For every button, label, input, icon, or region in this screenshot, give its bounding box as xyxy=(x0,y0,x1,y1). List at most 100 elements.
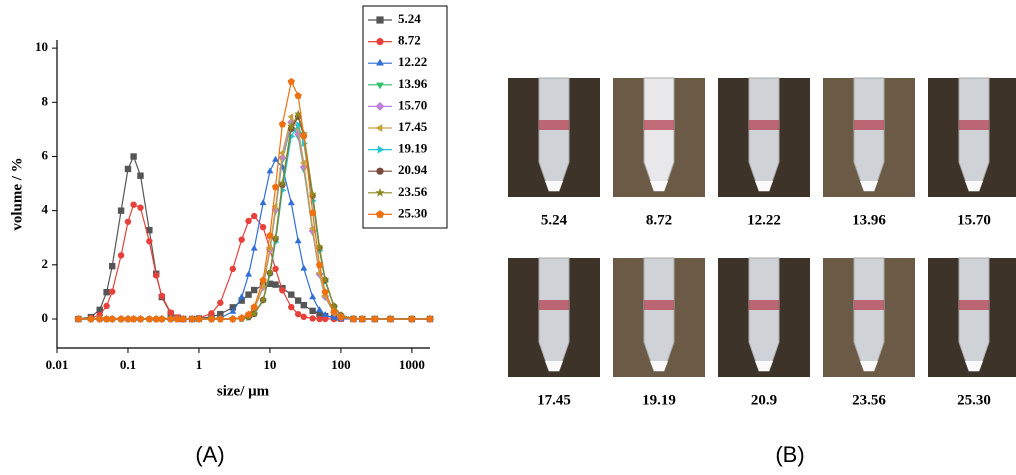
marker xyxy=(103,302,110,310)
marker xyxy=(349,315,358,323)
tube xyxy=(853,77,885,192)
marker xyxy=(179,315,187,323)
marker xyxy=(288,291,295,298)
marker xyxy=(294,237,302,244)
y-tick-label: 0 xyxy=(42,310,49,325)
marker xyxy=(158,292,166,300)
photo xyxy=(613,257,705,377)
marker xyxy=(217,299,224,306)
caption: (B) xyxy=(775,442,804,467)
marker xyxy=(376,167,384,175)
photo-label: 17.45 xyxy=(537,392,571,408)
marker xyxy=(265,268,274,276)
tube-band xyxy=(959,120,989,130)
marker xyxy=(145,315,153,323)
tube-band xyxy=(749,120,779,130)
marker xyxy=(124,315,132,323)
tube-band xyxy=(644,300,674,310)
photo xyxy=(928,77,1016,197)
marker xyxy=(294,92,302,99)
marker xyxy=(278,149,285,157)
marker xyxy=(321,315,329,323)
marker xyxy=(337,313,345,320)
x-tick-label: 0.01 xyxy=(46,357,69,372)
marker xyxy=(229,265,237,273)
marker xyxy=(265,244,272,252)
marker xyxy=(245,291,252,298)
legend-label: 12.22 xyxy=(398,54,427,69)
marker xyxy=(238,293,246,300)
marker xyxy=(300,264,308,271)
marker xyxy=(287,122,296,130)
tube-band xyxy=(539,300,569,310)
marker xyxy=(321,275,330,283)
marker xyxy=(259,223,267,231)
photo-label: 15.70 xyxy=(957,212,991,228)
tube-band xyxy=(959,300,989,310)
marker xyxy=(152,315,160,323)
marker xyxy=(137,172,144,179)
x-tick-label: 1000 xyxy=(399,357,425,372)
marker xyxy=(426,315,434,323)
photo xyxy=(508,77,600,197)
marker xyxy=(208,310,215,317)
tube-sediment xyxy=(755,181,773,191)
photo-label: 8.72 xyxy=(646,212,672,228)
tube xyxy=(958,257,990,372)
photo xyxy=(928,257,1016,377)
photo xyxy=(823,77,915,197)
marker xyxy=(279,287,286,294)
marker xyxy=(124,165,132,173)
x-tick-label: 100 xyxy=(331,357,351,372)
marker xyxy=(299,159,306,167)
marker xyxy=(136,315,145,323)
marker xyxy=(266,280,274,287)
marker xyxy=(316,306,323,313)
tube-sediment xyxy=(545,181,563,191)
marker xyxy=(137,204,144,211)
marker xyxy=(96,306,103,314)
marker xyxy=(259,282,266,290)
tube-sediment xyxy=(860,181,878,191)
marker xyxy=(375,101,385,111)
marker xyxy=(278,120,287,128)
marker xyxy=(308,189,317,198)
marker xyxy=(300,301,307,309)
marker xyxy=(377,145,385,154)
marker xyxy=(308,225,315,232)
marker xyxy=(229,315,237,323)
marker xyxy=(117,252,125,259)
marker xyxy=(376,82,384,90)
marker xyxy=(272,281,279,288)
x-tick-label: 1 xyxy=(196,357,203,372)
tube-band xyxy=(539,120,569,130)
marker xyxy=(117,207,125,214)
legend-label: 23.56 xyxy=(398,184,428,199)
marker xyxy=(309,315,316,322)
marker xyxy=(272,265,279,273)
marker xyxy=(124,218,132,225)
y-tick-label: 6 xyxy=(42,147,49,162)
caption: (A) xyxy=(195,442,224,467)
marker xyxy=(408,315,416,323)
marker xyxy=(266,167,274,174)
legend-label: 20.94 xyxy=(398,162,428,177)
marker xyxy=(271,233,280,242)
legend-label: 25.30 xyxy=(398,205,427,220)
marker xyxy=(173,315,182,323)
legend-label: 15.70 xyxy=(398,97,427,112)
tube-band xyxy=(854,300,884,310)
marker xyxy=(188,315,196,323)
marker xyxy=(287,113,294,121)
marker xyxy=(271,183,280,191)
photo-label: 5.24 xyxy=(541,212,568,228)
marker xyxy=(109,262,116,270)
photo xyxy=(718,77,810,197)
marker xyxy=(330,307,338,315)
tube-sediment xyxy=(755,361,773,371)
photo-label: 19.19 xyxy=(642,392,676,408)
marker xyxy=(300,132,308,139)
marker xyxy=(146,238,153,245)
marker xyxy=(167,315,175,323)
marker xyxy=(376,58,384,66)
